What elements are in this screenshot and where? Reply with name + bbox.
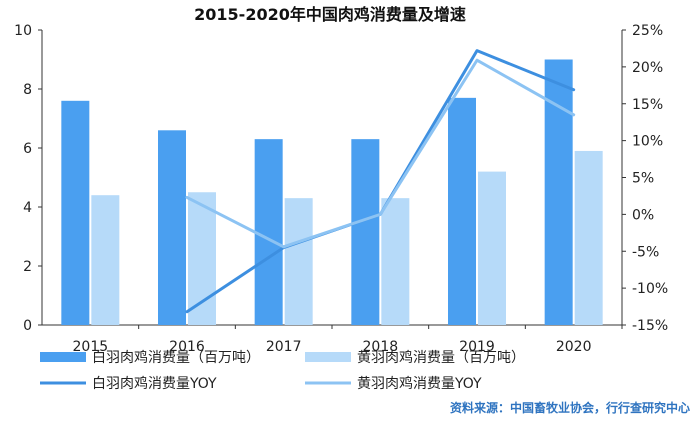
lines [185, 49, 576, 314]
bar-white-feather [448, 97, 476, 325]
x-tick-label: 2015 [73, 339, 109, 355]
legend-label: 黄羽肉鸡消费量（百万吨） [357, 349, 525, 366]
y-left-tick-label: 0 [23, 318, 32, 334]
legend-swatch-bar [305, 352, 351, 362]
source-note: 资料来源：中国畜牧业协会，行行查研究中心 [450, 400, 690, 415]
y-right-tick-label: 0% [632, 207, 654, 223]
legend-swatch-bar [40, 352, 86, 362]
bar-white-feather [61, 100, 90, 325]
y-left-tick-label: 8 [23, 82, 32, 98]
x-tick-label: 2019 [459, 339, 495, 355]
y-right-tick-label: -10% [632, 281, 668, 297]
bar-white-feather [158, 130, 186, 325]
chart-title: 2015-2020年中国肉鸡消费量及增速 [194, 5, 466, 24]
bar-white-feather [351, 139, 380, 325]
line-yellow-feather-yoy [185, 58, 576, 249]
axes: 0 2 4 6 8 10 -15% -10% -5% 0% 5% 10% 15% 20% 25% 2015 20… [14, 23, 668, 355]
x-tick-label: 2017 [266, 339, 302, 355]
line-white-feather-yoy [185, 49, 576, 314]
bar-white-feather [544, 59, 573, 325]
bar-yellow-feather [478, 171, 506, 325]
y-left-tick-label: 4 [23, 200, 32, 216]
y-left-tick-label: 10 [14, 23, 32, 39]
y-right-tick-label: 5% [632, 171, 654, 187]
x-tick-label: 2018 [363, 339, 399, 355]
bar-white-feather [254, 139, 283, 325]
bar-yellow-feather [574, 150, 603, 325]
y-right-tick-label: 10% [632, 134, 663, 150]
y-right-tick-label: -15% [632, 318, 668, 334]
y-left-tick-label: 2 [23, 259, 32, 275]
bar-yellow-feather [91, 195, 120, 325]
y-right-tick-label: 15% [632, 97, 663, 113]
legend-label: 白羽肉鸡消费量（百万吨） [92, 349, 260, 366]
legend-label: 白羽肉鸡消费量YOY [92, 375, 217, 392]
x-tick-label: 2016 [169, 339, 205, 355]
bars [61, 59, 603, 325]
legend: 白羽肉鸡消费量（百万吨） 黄羽肉鸡消费量（百万吨） 白羽肉鸡消费量YOY 黄羽肉鸡消费… [40, 349, 525, 392]
bar-yellow-feather [188, 192, 216, 325]
y-right-tick-label: 20% [632, 60, 663, 76]
bar-yellow-feather [381, 198, 410, 325]
x-tick-label: 2020 [556, 339, 592, 355]
y-right-tick-label: -5% [632, 244, 659, 260]
bar-yellow-feather [284, 198, 313, 325]
legend-label: 黄羽肉鸡消费量YOY [357, 375, 482, 392]
y-right-tick-label: 25% [632, 23, 663, 39]
y-left-tick-label: 6 [23, 141, 32, 157]
